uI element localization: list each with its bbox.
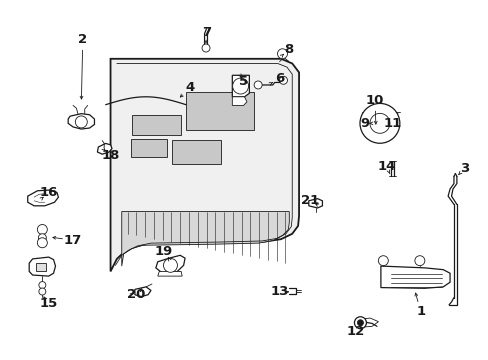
Text: 8: 8: [284, 42, 293, 55]
Text: 6: 6: [274, 72, 284, 85]
Polygon shape: [185, 92, 254, 130]
Circle shape: [369, 113, 389, 133]
Polygon shape: [68, 114, 94, 129]
Text: 17: 17: [64, 234, 82, 247]
Text: 11: 11: [383, 117, 401, 130]
Text: 4: 4: [185, 81, 194, 94]
Circle shape: [359, 103, 399, 143]
Polygon shape: [232, 75, 249, 97]
Text: 12: 12: [346, 325, 364, 338]
Text: 21: 21: [301, 194, 319, 207]
Text: 16: 16: [40, 186, 58, 199]
Polygon shape: [29, 257, 55, 276]
Circle shape: [232, 78, 248, 94]
Text: 1: 1: [415, 306, 425, 319]
Circle shape: [414, 256, 424, 266]
Polygon shape: [132, 115, 181, 135]
Text: 19: 19: [155, 244, 173, 257]
Text: 20: 20: [127, 288, 145, 301]
Text: 10: 10: [365, 94, 384, 107]
Text: 9: 9: [360, 117, 369, 130]
Text: 7: 7: [202, 26, 211, 39]
Circle shape: [163, 258, 177, 272]
Text: 18: 18: [101, 149, 120, 162]
Circle shape: [279, 76, 287, 84]
Circle shape: [37, 225, 47, 234]
Polygon shape: [380, 266, 449, 288]
Circle shape: [75, 116, 87, 128]
Polygon shape: [172, 140, 221, 164]
Polygon shape: [135, 287, 151, 297]
Polygon shape: [308, 199, 322, 208]
Text: 15: 15: [40, 297, 58, 310]
Polygon shape: [360, 318, 378, 327]
Text: 14: 14: [377, 160, 395, 173]
Circle shape: [378, 256, 387, 266]
Circle shape: [357, 320, 363, 326]
Circle shape: [354, 317, 366, 329]
Text: 2: 2: [78, 33, 87, 46]
Circle shape: [39, 288, 46, 295]
Circle shape: [202, 44, 209, 52]
Circle shape: [254, 81, 262, 89]
Polygon shape: [232, 97, 246, 105]
Polygon shape: [110, 59, 299, 271]
Circle shape: [277, 49, 287, 59]
Circle shape: [38, 234, 46, 242]
Polygon shape: [156, 255, 184, 274]
Circle shape: [39, 282, 46, 289]
Polygon shape: [97, 143, 112, 154]
Polygon shape: [122, 212, 289, 266]
Text: 3: 3: [459, 162, 468, 175]
Polygon shape: [158, 271, 182, 276]
Polygon shape: [131, 139, 166, 157]
Polygon shape: [36, 263, 46, 271]
Polygon shape: [28, 190, 58, 206]
Text: 5: 5: [239, 75, 247, 88]
Circle shape: [37, 238, 47, 248]
Text: 13: 13: [270, 285, 288, 298]
